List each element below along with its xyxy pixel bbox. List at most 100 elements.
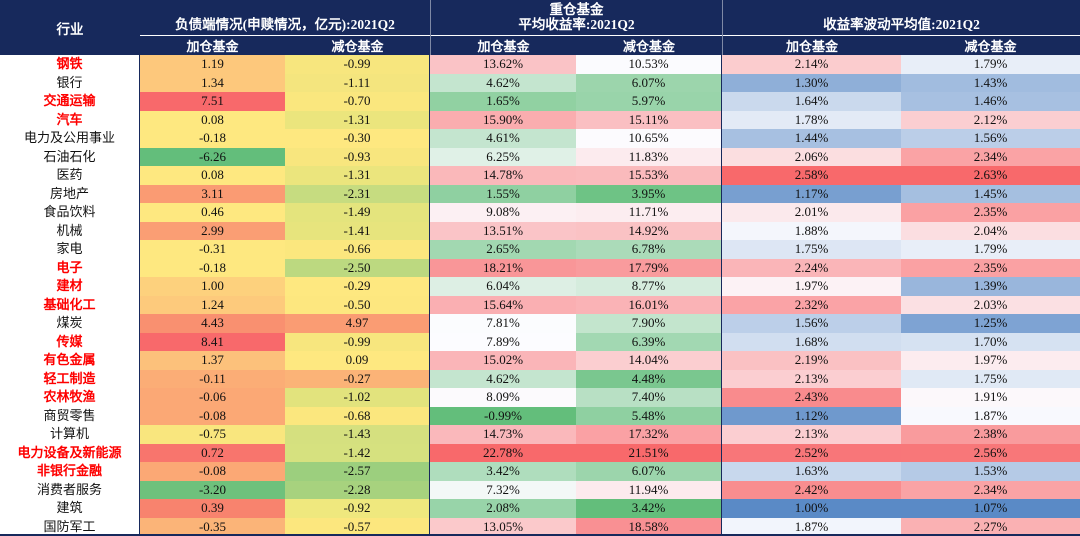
industry-cell: 商贸零售 [0,406,140,425]
flow-add-cell: 7.51 [140,92,285,111]
volatility-add-cell: 2.19% [722,351,901,370]
header-right: 负债端情况(申赎情况，亿元):2021Q2 重仓基金 平均收益率:2021Q2 … [140,0,1080,55]
return-sub-cell: 8.77% [576,277,722,296]
volatility-add-cell: 1.88% [722,221,901,240]
table-row: 农林牧渔 -0.06 -1.02 8.09% 7.40% 2.43% 1.91% [0,388,1080,407]
table-row: 建筑 0.39 -0.92 2.08% 3.42% 1.00% 1.07% [0,499,1080,518]
industry-column-header: 行业 [56,21,84,37]
return-add-cell: 22.78% [430,443,576,462]
flow-add-cell: -0.35 [140,517,285,536]
industry-cell: 医药 [0,166,140,185]
sub-headers-row: 加仓基金 减仓基金 加仓基金 减仓基金 加仓基金 减仓基金 [140,36,1080,55]
return-sub-cell: 10.65% [576,129,722,148]
return-sub-cell: 4.48% [576,369,722,388]
volatility-add-cell: 1.44% [722,129,901,148]
table-row: 商贸零售 -0.08 -0.68 -0.99% 5.48% 1.12% 1.87% [0,406,1080,425]
flow-add-cell: 2.99 [140,221,285,240]
industry-cell: 电子 [0,258,140,277]
industry-cell: 钢铁 [0,55,140,74]
table-row: 基础化工 1.24 -0.50 15.64% 16.01% 2.32% 2.03% [0,295,1080,314]
table-row: 国防军工 -0.35 -0.57 13.05% 18.58% 1.87% 2.27% [0,517,1080,536]
flow-add-cell: 1.00 [140,277,285,296]
volatility-add-cell: 2.01% [722,203,901,222]
return-add-cell: -0.99% [430,406,576,425]
table-row: 非银行金融 -0.08 -2.57 3.42% 6.07% 1.63% 1.53% [0,462,1080,481]
return-sub-cell: 6.07% [576,462,722,481]
return-sub-cell: 10.53% [576,55,722,74]
return-add-cell: 1.55% [430,184,576,203]
return-add-cell: 3.42% [430,462,576,481]
volatility-add-cell: 1.30% [722,73,901,92]
return-add-cell: 15.90% [430,110,576,129]
industry-cell: 建筑 [0,499,140,518]
volatility-add-cell: 1.78% [722,110,901,129]
flow-add-cell: -0.75 [140,425,285,444]
return-add-cell: 4.62% [430,369,576,388]
volatility-add-cell: 1.17% [722,184,901,203]
return-sub-cell: 6.07% [576,73,722,92]
industry-cell: 非银行金融 [0,462,140,481]
return-add-cell: 15.02% [430,351,576,370]
flow-sub-cell: -0.99 [285,332,430,351]
return-add-cell: 4.61% [430,129,576,148]
group2-title: 平均收益率:2021Q2 [518,17,635,32]
flow-sub-cell: -0.30 [285,129,430,148]
flow-sub-cell: -0.93 [285,147,430,166]
flow-add-cell: -0.11 [140,369,285,388]
volatility-add-cell: 1.63% [722,462,901,481]
flow-add-cell: 3.11 [140,184,285,203]
flow-add-cell: -3.20 [140,480,285,499]
return-add-cell: 7.32% [430,480,576,499]
volatility-sub-cell: 1.79% [901,240,1080,259]
flow-add-cell: 0.72 [140,443,285,462]
return-add-cell: 4.62% [430,73,576,92]
flow-add-cell: 1.37 [140,351,285,370]
table-row: 电力及公用事业 -0.18 -0.30 4.61% 10.65% 1.44% 1.56% [0,129,1080,148]
return-sub-cell: 15.11% [576,110,722,129]
return-sub-cell: 17.79% [576,258,722,277]
table-row: 交通运输 7.51 -0.70 1.65% 5.97% 1.64% 1.46% [0,92,1080,111]
volatility-sub-cell: 2.34% [901,480,1080,499]
flow-add-cell: -0.18 [140,129,285,148]
group-header-return: 重仓基金 平均收益率:2021Q2 [430,0,722,36]
flow-sub-cell: -0.92 [285,499,430,518]
flow-sub-cell: -0.99 [285,55,430,74]
return-add-cell: 13.62% [430,55,576,74]
volatility-add-cell: 1.68% [722,332,901,351]
volatility-sub-cell: 2.27% [901,517,1080,536]
flow-add-cell: 0.08 [140,110,285,129]
return-sub-cell: 18.58% [576,517,722,536]
volatility-add-cell: 2.14% [722,55,901,74]
volatility-add-cell: 2.13% [722,425,901,444]
return-sub-cell: 14.92% [576,221,722,240]
return-add-cell: 9.08% [430,203,576,222]
flow-add-cell: 1.34 [140,73,285,92]
flow-sub-cell: -0.66 [285,240,430,259]
flow-sub-cell: 4.97 [285,314,430,333]
industry-cell: 石油石化 [0,147,140,166]
return-add-cell: 2.08% [430,499,576,518]
return-sub-cell: 11.94% [576,480,722,499]
flow-add-cell: -0.18 [140,258,285,277]
return-sub-cell: 21.51% [576,443,722,462]
volatility-sub-cell: 1.45% [901,184,1080,203]
return-sub-cell: 6.78% [576,240,722,259]
volatility-sub-cell: 2.63% [901,166,1080,185]
volatility-add-cell: 1.00% [722,499,901,518]
return-add-cell: 13.05% [430,517,576,536]
volatility-add-cell: 2.13% [722,369,901,388]
flow-sub-cell: -2.50 [285,258,430,277]
group-header-volatility: 收益率波动平均值:2021Q2 [722,0,1080,36]
table-row: 轻工制造 -0.11 -0.27 4.62% 4.48% 2.13% 1.75% [0,369,1080,388]
industry-cell: 银行 [0,73,140,92]
industry-cell: 电力及公用事业 [0,129,140,148]
industry-cell: 农林牧渔 [0,388,140,407]
flow-sub-cell: -0.29 [285,277,430,296]
volatility-sub-cell: 1.91% [901,388,1080,407]
flow-add-cell: -6.26 [140,147,285,166]
table-bottom-border [0,534,1080,536]
volatility-sub-cell: 1.70% [901,332,1080,351]
volatility-add-cell: 1.64% [722,92,901,111]
volatility-sub-cell: 1.97% [901,351,1080,370]
flow-sub-cell: -1.43 [285,425,430,444]
